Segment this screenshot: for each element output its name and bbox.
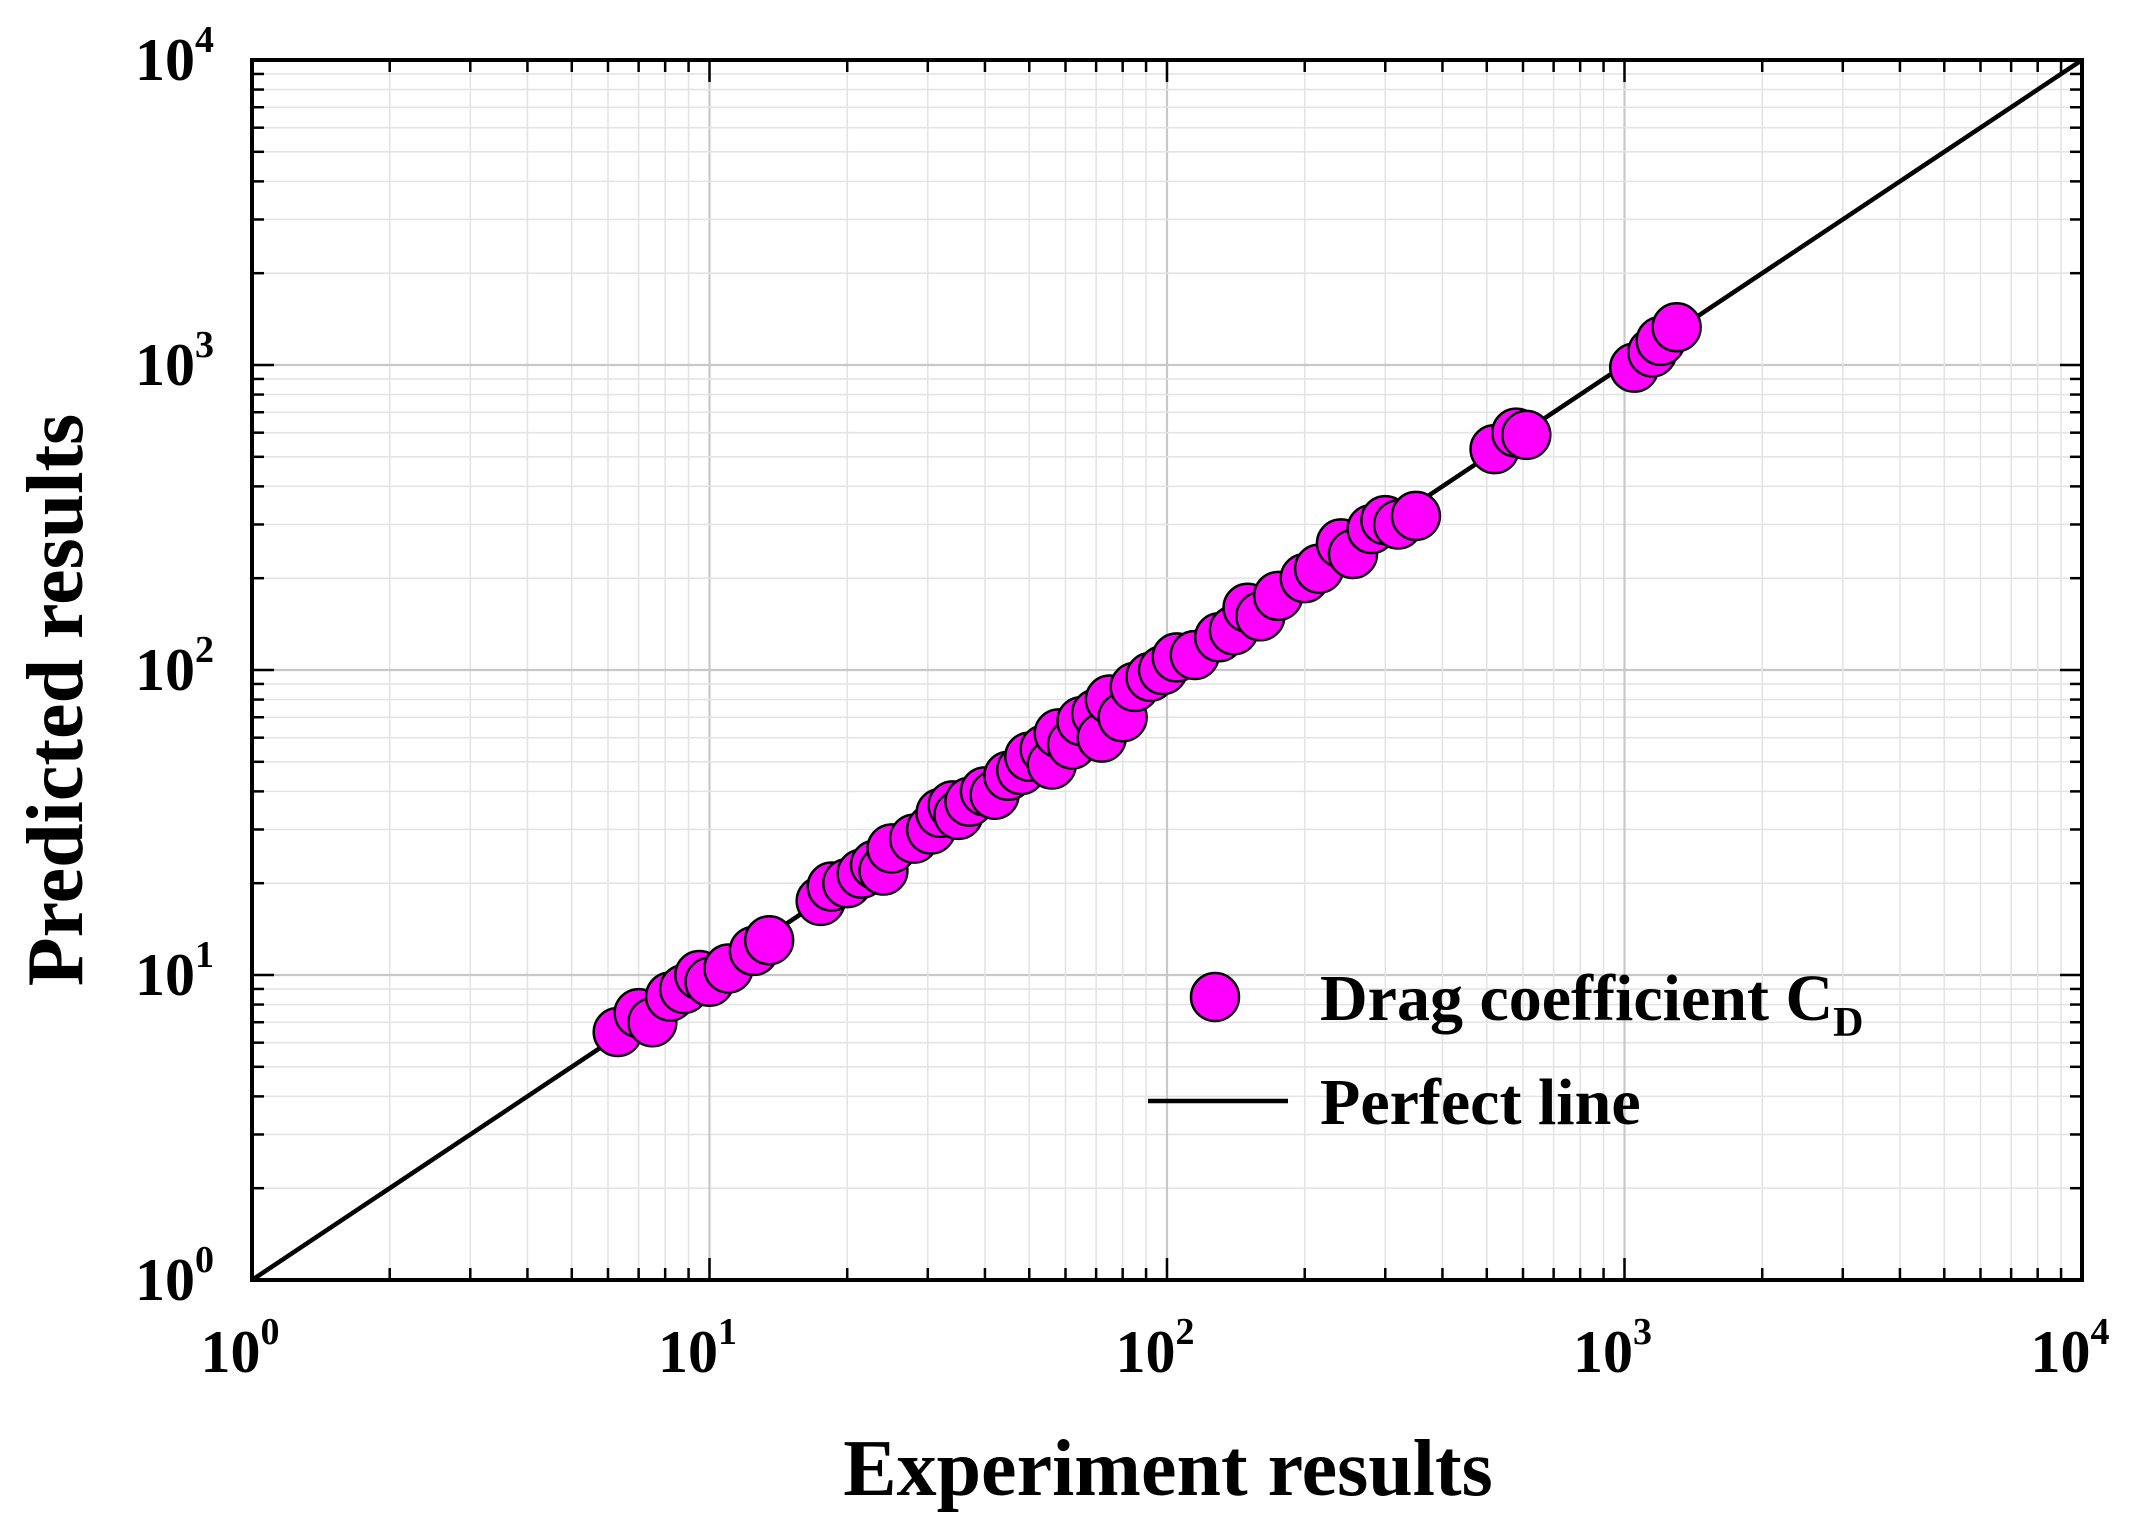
scatter-series (592, 301, 1702, 1058)
x-tick-label: 104 (2031, 1311, 2110, 1385)
x-tick-label: 103 (1573, 1311, 1652, 1385)
tick-label-base: 10 (1116, 1319, 1176, 1385)
data-point (1501, 409, 1552, 461)
y-tick-label: 101 (135, 934, 214, 1008)
tick-label-exponent: 2 (1176, 1311, 1195, 1353)
y-tick-label: 103 (135, 324, 214, 398)
legend-scatter-label-main: Drag coefficient C (1320, 962, 1833, 1035)
tick-label-exponent: 1 (718, 1311, 737, 1353)
tick-label-exponent: 0 (195, 1239, 214, 1281)
tick-label-base: 10 (135, 1247, 195, 1313)
tick-label-exponent: 3 (1633, 1311, 1652, 1353)
y-tick-label: 102 (135, 629, 214, 703)
legend-scatter-label: Drag coefficient CD (1320, 962, 1863, 1046)
legend-scatter-label-subscript: D (1833, 1000, 1863, 1046)
tick-label-base: 10 (2031, 1319, 2091, 1385)
tick-label-exponent: 1 (195, 934, 214, 976)
y-tick-label: 100 (135, 1239, 214, 1313)
tick-label-base: 10 (135, 27, 195, 93)
x-tick-labels: 100 101 102 103 104 (201, 1311, 2110, 1385)
y-axis-title: Predicted results (12, 414, 100, 987)
tick-label-exponent: 3 (195, 324, 214, 366)
plot-frame (250, 58, 2084, 1282)
tick-label-base: 10 (135, 637, 195, 703)
x-tick-label: 100 (201, 1311, 280, 1385)
tick-label-exponent: 4 (2091, 1311, 2110, 1353)
tick-label-exponent: 0 (261, 1311, 280, 1353)
y-tick-label: 104 (135, 19, 214, 93)
grid (252, 60, 2082, 1280)
x-axis-title: Experiment results (843, 1425, 1493, 1513)
legend-line-label: Perfect line (1320, 1066, 1641, 1139)
tick-label-base: 10 (201, 1319, 261, 1385)
legend: Drag coefficient CD Perfect line (1148, 962, 1863, 1139)
x-tick-label: 101 (658, 1311, 737, 1385)
tick-label-exponent: 2 (195, 629, 214, 671)
data-point (743, 914, 795, 966)
data-point (1390, 490, 1442, 542)
legend-scatter-marker (1189, 971, 1241, 1023)
tick-label-exponent: 4 (195, 19, 214, 61)
tick-label-base: 10 (135, 942, 195, 1008)
x-tick-label: 102 (1116, 1311, 1195, 1385)
tick-label-base: 10 (1573, 1319, 1633, 1385)
tick-label-base: 10 (135, 332, 195, 398)
tick-label-base: 10 (658, 1319, 718, 1385)
data-point (1651, 301, 1702, 353)
